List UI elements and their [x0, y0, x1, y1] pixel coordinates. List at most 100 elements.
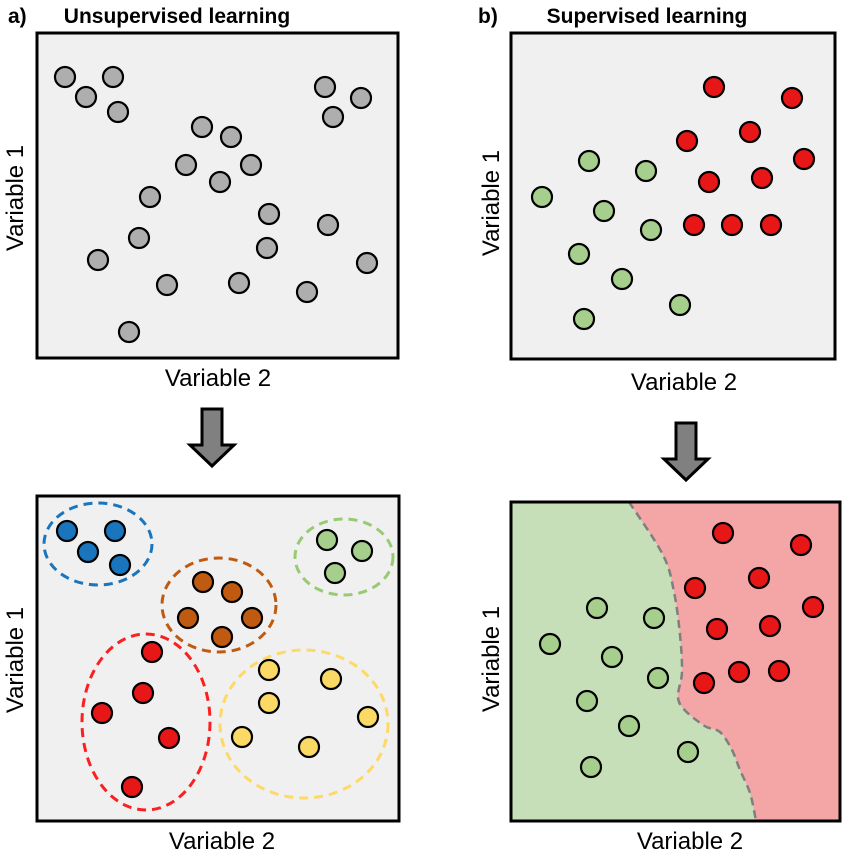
- gray-data-point: [239, 153, 263, 177]
- red-data-point: [705, 617, 729, 641]
- brown-data-point: [191, 570, 215, 594]
- red-data-point: [90, 701, 114, 725]
- brown-data-point: [220, 580, 244, 604]
- green-data-point: [579, 755, 603, 779]
- red-data-point: [720, 213, 744, 237]
- red-data-point: [727, 660, 751, 684]
- supervised-input-plot: [509, 31, 837, 361]
- red-data-point: [789, 533, 813, 557]
- green-data-point: [642, 606, 666, 630]
- red-data-point: [711, 521, 735, 545]
- gray-data-point: [219, 125, 243, 149]
- red-data-point: [792, 147, 816, 171]
- x-axis-label-b-top: Variable 2: [631, 369, 737, 396]
- gray-data-point: [155, 273, 179, 297]
- supervised-output-plot-frame: [509, 500, 842, 823]
- yellow-data-point: [356, 705, 380, 729]
- red-data-point: [767, 659, 791, 683]
- cluster-ellipse-green: [293, 517, 395, 597]
- red-data-point: [750, 166, 774, 190]
- red-data-point: [120, 775, 144, 799]
- blue-data-point: [76, 540, 100, 564]
- gray-data-point: [295, 280, 319, 304]
- green-data-point: [592, 199, 616, 223]
- gray-data-point: [174, 153, 198, 177]
- green-data-point: [538, 632, 562, 656]
- decision-boundary: [627, 501, 758, 822]
- red-data-point: [697, 170, 721, 194]
- green-data-point: [530, 185, 554, 209]
- gray-data-point: [127, 226, 151, 250]
- green-data-point: [315, 528, 339, 552]
- x-axis-label-b-bottom: Variable 2: [637, 828, 743, 855]
- green-data-point: [323, 561, 347, 585]
- gray-data-point: [255, 236, 279, 260]
- panel-b-tag: b): [478, 5, 498, 28]
- green-data-point: [617, 714, 641, 738]
- red-data-point: [758, 614, 782, 638]
- y-axis-label-a-top: Variable 1: [2, 145, 29, 251]
- green-data-point: [610, 267, 634, 291]
- unsupervised-input-plot-frame: [35, 31, 400, 360]
- gray-data-point: [53, 65, 77, 89]
- green-data-point: [572, 307, 596, 331]
- cluster-ellipse-blue: [42, 501, 154, 587]
- red-data-point: [747, 566, 771, 590]
- gray-data-point: [349, 86, 373, 110]
- panel-a-tag: a): [8, 5, 27, 28]
- gray-data-point: [74, 85, 98, 109]
- blue-data-point: [55, 519, 79, 543]
- green-data-point: [575, 689, 599, 713]
- green-data-point: [646, 666, 670, 690]
- gray-data-point: [316, 213, 340, 237]
- panel-b-title: Supervised learning: [547, 5, 748, 28]
- gray-data-point: [138, 185, 162, 209]
- cluster-ellipse-red: [80, 632, 212, 812]
- down-arrow-icon: [186, 407, 238, 469]
- brown-data-point: [240, 606, 264, 630]
- cluster-ellipse-yellow: [218, 648, 390, 800]
- red-data-point: [675, 129, 699, 153]
- gray-data-point: [101, 65, 125, 89]
- red-data-point: [131, 681, 155, 705]
- green-data-point: [600, 645, 624, 669]
- gray-data-point: [313, 75, 337, 99]
- red-data-point: [157, 726, 181, 750]
- brown-data-point: [176, 606, 200, 630]
- red-data-point: [692, 671, 716, 695]
- brown-data-point: [210, 625, 234, 649]
- gray-data-point: [86, 248, 110, 272]
- x-axis-label-a-top: Variable 2: [165, 365, 271, 392]
- green-data-point: [668, 293, 692, 317]
- blue-data-point: [103, 519, 127, 543]
- panel-a-title: Unsupervised learning: [64, 5, 290, 28]
- gray-data-point: [321, 105, 345, 129]
- yellow-data-point: [230, 725, 254, 749]
- red-data-point: [682, 213, 706, 237]
- gray-data-point: [106, 100, 130, 124]
- red-data-point: [759, 213, 783, 237]
- cluster-ellipse-brown: [160, 556, 278, 654]
- gray-data-point: [355, 251, 379, 275]
- yellow-data-point: [257, 691, 281, 715]
- red-data-point: [801, 595, 825, 619]
- arrows: [186, 407, 712, 483]
- gray-data-point: [190, 115, 214, 139]
- green-data-point: [676, 740, 700, 764]
- x-axis-label-a-bottom: Variable 2: [169, 828, 275, 855]
- supervised-input-plot-frame: [509, 31, 837, 361]
- red-data-point: [702, 75, 726, 99]
- green-data-point: [639, 218, 663, 242]
- decision-region-green: [511, 502, 756, 821]
- yellow-data-point: [319, 667, 343, 691]
- unsupervised-input-plot-area: [37, 33, 398, 358]
- red-data-point: [683, 576, 707, 600]
- red-data-point: [738, 120, 762, 144]
- y-axis-label-b-bottom: Variable 1: [478, 606, 505, 712]
- green-data-point: [567, 242, 591, 266]
- y-axis-label-a-bottom: Variable 1: [2, 607, 29, 713]
- unsupervised-input-plot: [35, 31, 400, 360]
- y-axis-label-b-top: Variable 1: [478, 150, 505, 256]
